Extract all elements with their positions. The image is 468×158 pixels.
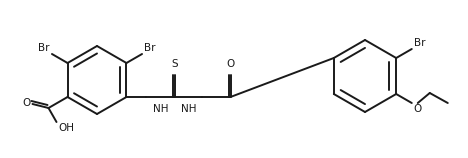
Text: O: O xyxy=(414,104,422,114)
Text: Br: Br xyxy=(38,43,50,53)
Text: Br: Br xyxy=(144,43,155,53)
Text: O: O xyxy=(227,59,234,69)
Text: OH: OH xyxy=(58,123,74,133)
Text: NH: NH xyxy=(181,104,196,114)
Text: Br: Br xyxy=(414,38,425,48)
Text: NH: NH xyxy=(153,104,168,114)
Text: O: O xyxy=(22,98,30,108)
Text: S: S xyxy=(171,59,178,69)
